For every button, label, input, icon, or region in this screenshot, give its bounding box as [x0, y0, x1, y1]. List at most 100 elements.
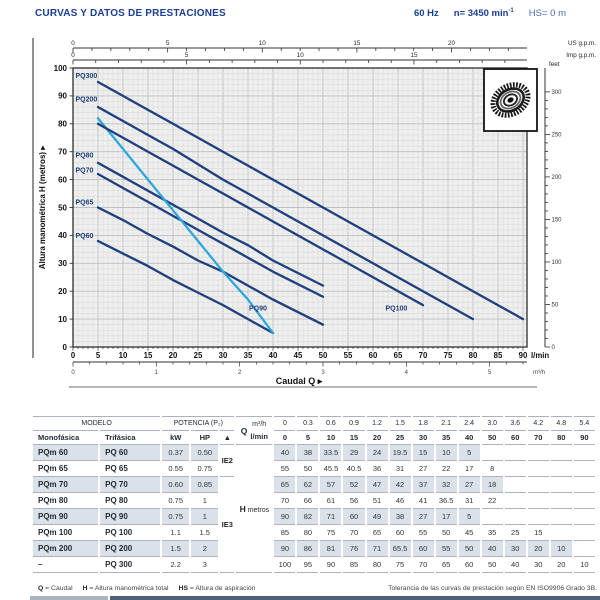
h-value-cell [526, 444, 551, 461]
svg-text:20: 20 [58, 287, 67, 296]
h-value-cell [549, 460, 574, 477]
h-value-cell [572, 524, 598, 541]
h-value-cell [503, 460, 528, 477]
svg-text:15: 15 [353, 40, 361, 47]
h-value-cell [572, 476, 598, 493]
lmin-value-2: 10 [319, 430, 344, 445]
h-value-cell: 41 [411, 492, 436, 509]
h-value-cell: 38 [388, 508, 413, 525]
kw-value: 0.75 [161, 508, 192, 525]
h-metros-label: H metros [235, 444, 275, 573]
curve-pq200 [96, 105, 475, 321]
h-value-cell: 5 [457, 444, 482, 461]
svg-text:80: 80 [58, 120, 67, 129]
h-value-cell: 19.5 [388, 444, 413, 461]
h-value-cell: 40 [480, 540, 505, 557]
curve-label-pq100: PQ100 [386, 306, 408, 313]
table-row-pq100: PQm 100 PQ 100 1.1 1.5 85 80 75 70 65 60 55 50 45 35 2… [33, 524, 598, 541]
lmin-value-11: 70 [526, 430, 551, 445]
svg-text:200: 200 [552, 175, 563, 181]
m3h-value-11: 4.2 [526, 416, 551, 431]
hp-value: 1 [190, 492, 221, 509]
hp-value: 0.75 [190, 460, 221, 477]
h-value-cell: 27 [411, 508, 436, 525]
legend-item-hs: HS = Altura de aspiración [179, 585, 256, 592]
svg-text:US g.p.m.: US g.p.m. [568, 40, 596, 47]
kw-value: 1.1 [161, 524, 192, 541]
legend-text: = Altura de aspiración [188, 585, 256, 592]
bottom-bar-right [110, 596, 600, 600]
trifasica-header: Trifásica [99, 430, 163, 445]
h-value-cell: 32 [434, 476, 459, 493]
h-value-cell: 15 [526, 524, 551, 541]
lmin-value-8: 40 [457, 430, 482, 445]
svg-text:10: 10 [297, 52, 305, 59]
h-value-cell: 85 [342, 556, 367, 573]
trifasica-model: PQ 100 [99, 524, 163, 541]
h-value-cell: 40.5 [342, 460, 367, 477]
tolerance-note: Tolerancia de las curvas de prestación s… [388, 585, 597, 592]
curve-label-pq300: PQ300 [76, 73, 98, 80]
h-value-cell [503, 444, 528, 461]
lmin-unit: l/min [250, 431, 268, 441]
h-value-cell [526, 492, 551, 509]
h-value-cell: 65 [365, 524, 390, 541]
h-value-cell: 24 [365, 444, 390, 461]
h-value-cell: 82 [296, 508, 321, 525]
h-value-cell: 76 [342, 540, 367, 557]
m3h-value-12: 4.8 [549, 416, 574, 431]
svg-text:15: 15 [144, 351, 153, 360]
svg-text:45: 45 [294, 351, 303, 360]
h-value-cell: 10 [434, 444, 459, 461]
h-value-cell: 31 [388, 460, 413, 477]
h-value-cell: 42 [388, 476, 413, 493]
h-value-cell: 27 [457, 476, 482, 493]
curve-label-pq70: PQ70 [76, 168, 94, 175]
h-value-cell: 18 [480, 476, 505, 493]
curve-label-pq65: PQ65 [76, 200, 94, 207]
impeller-icon [490, 82, 531, 118]
monofasica-header: Monofásica [33, 430, 101, 445]
h-value-cell: 55 [273, 460, 298, 477]
svg-text:90: 90 [519, 351, 528, 360]
svg-text:0: 0 [63, 343, 68, 352]
lmin-value-12: 80 [549, 430, 574, 445]
trifasica-model: PQ 80 [99, 492, 163, 509]
h-value-cell: 65 [434, 556, 459, 573]
h-value-cell: 90 [273, 508, 298, 525]
h-value-cell: 5 [457, 508, 482, 525]
svg-text:m³/h: m³/h [533, 370, 545, 376]
legend-abbreviations: Q = Caudal H = Altura manométrica total HS… [38, 585, 265, 592]
page-header: CURVAS Y DATOS DE PRESTACIONES 60 Hz n= … [35, 8, 566, 19]
m3h-value-6: 1.8 [411, 416, 436, 431]
h-value-cell: 49 [365, 508, 390, 525]
h-value-cell: 60 [411, 540, 436, 557]
operating-conditions: 60 Hz n= 3450 min-1 HS= 0 m [414, 8, 566, 19]
h-value-cell: 29 [342, 444, 367, 461]
h-value-cell: 81 [319, 540, 344, 557]
lmin-value-3: 15 [342, 430, 367, 445]
h-value-cell: 10 [572, 556, 598, 573]
svg-text:10: 10 [119, 351, 128, 360]
h-value-cell: 70 [273, 492, 298, 509]
bottom-bar-left [30, 596, 108, 600]
h-value-cell: 17 [434, 508, 459, 525]
table-row-pq200: PQm 200 PQ 200 1.5 2 90 86 81 76 71 65.5 60 55 50 40 3… [33, 540, 598, 557]
h-value-cell: 90 [319, 556, 344, 573]
svg-text:3: 3 [321, 370, 325, 376]
table-row-pq300: – PQ 300 2.2 3 100 95 90 85 80 75 70 65 60 50 40 30 20 10 [33, 556, 598, 573]
svg-text:10: 10 [58, 315, 67, 324]
page-title: CURVAS Y DATOS DE PRESTACIONES [35, 8, 226, 20]
h-value-cell: 17 [457, 460, 482, 477]
h-value-cell: 8 [480, 460, 505, 477]
h-value-cell: 75 [319, 524, 344, 541]
m3h-value-2: 0.6 [319, 416, 344, 431]
h-value-cell [572, 460, 598, 477]
svg-text:25: 25 [194, 351, 203, 360]
h-value-cell: 46 [388, 492, 413, 509]
lmin-value-1: 5 [296, 430, 321, 445]
m3h-value-13: 5.4 [572, 416, 598, 431]
h-value-cell: 70 [342, 524, 367, 541]
h-value-cell: 62 [296, 476, 321, 493]
h-value-cell [526, 476, 551, 493]
